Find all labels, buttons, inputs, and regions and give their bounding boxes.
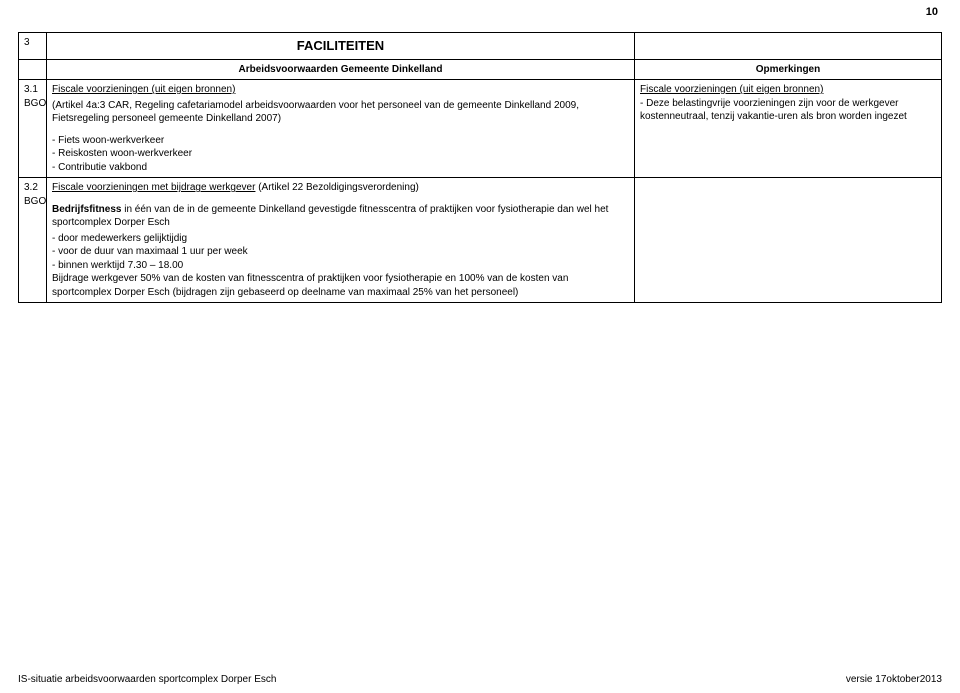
page-number: 10 xyxy=(926,6,938,18)
header-right: Opmerkingen xyxy=(635,59,942,80)
row32-title: Fiscale voorzieningen met bijdrage werkg… xyxy=(52,182,255,193)
table-row: 3.1 BGO Fiscale voorzieningen (uit eigen… xyxy=(19,80,942,178)
header-left: Arbeidsvoorwaarden Gemeente Dinkelland xyxy=(47,59,635,80)
row32-bf-label: Bedrijfsfitness xyxy=(52,204,121,215)
row-right-cell xyxy=(635,178,942,303)
row32-tail: Bijdrage werkgever 50% van de kosten van… xyxy=(52,272,629,299)
row32-bf-body: in één van de in de gemeente Dinkelland … xyxy=(52,204,608,229)
section-title-right-cell xyxy=(635,33,942,60)
table-row: 3.2 BGO Fiscale voorzieningen met bijdra… xyxy=(19,178,942,303)
row31-list2: - Reiskosten woon-werkverkeer xyxy=(52,147,629,161)
section-title-cell: FACILITEITEN xyxy=(47,33,635,60)
row-number-cell: 3.2 BGO xyxy=(19,178,47,303)
row31-list3: - Contributie vakbond xyxy=(52,161,629,175)
footer-right: versie 17oktober2013 xyxy=(846,674,942,685)
row-left-cell: Fiscale voorzieningen (uit eigen bronnen… xyxy=(47,80,635,178)
row31-body1: (Artikel 4a:3 CAR, Regeling cafetariamod… xyxy=(52,99,629,126)
section-title-row: 3 FACILITEITEN xyxy=(19,33,942,60)
row-right-cell: Fiscale voorzieningen (uit eigen bronnen… xyxy=(635,80,942,178)
page-footer: IS-situatie arbeidsvoorwaarden sportcomp… xyxy=(18,674,942,685)
header-blank xyxy=(19,59,47,80)
row31-list1: - Fiets woon-werkverkeer xyxy=(52,134,629,148)
row32-title-tail: (Artikel 22 Bezoldigingsverordening) xyxy=(255,182,418,193)
row32-list1: - door medewerkers gelijktijdig xyxy=(52,232,629,246)
row32-list3: - binnen werktijd 7.30 – 18.00 xyxy=(52,259,629,273)
row32-list2: - voor de duur van maximaal 1 uur per we… xyxy=(52,245,629,259)
row-number-cell: 3.1 BGO xyxy=(19,80,47,178)
row31-title: Fiscale voorzieningen (uit eigen bronnen… xyxy=(52,84,235,95)
row31-remark-body: - Deze belastingvrije voorzieningen zijn… xyxy=(640,97,936,124)
faciliteiten-table: 3 FACILITEITEN Arbeidsvoorwaarden Gemeen… xyxy=(18,32,942,303)
column-header-row: Arbeidsvoorwaarden Gemeente Dinkelland O… xyxy=(19,59,942,80)
section-number-cell: 3 xyxy=(19,33,47,60)
row-left-cell: Fiscale voorzieningen met bijdrage werkg… xyxy=(47,178,635,303)
row31-remark-title: Fiscale voorzieningen (uit eigen bronnen… xyxy=(640,84,823,95)
footer-left: IS-situatie arbeidsvoorwaarden sportcomp… xyxy=(18,674,276,685)
